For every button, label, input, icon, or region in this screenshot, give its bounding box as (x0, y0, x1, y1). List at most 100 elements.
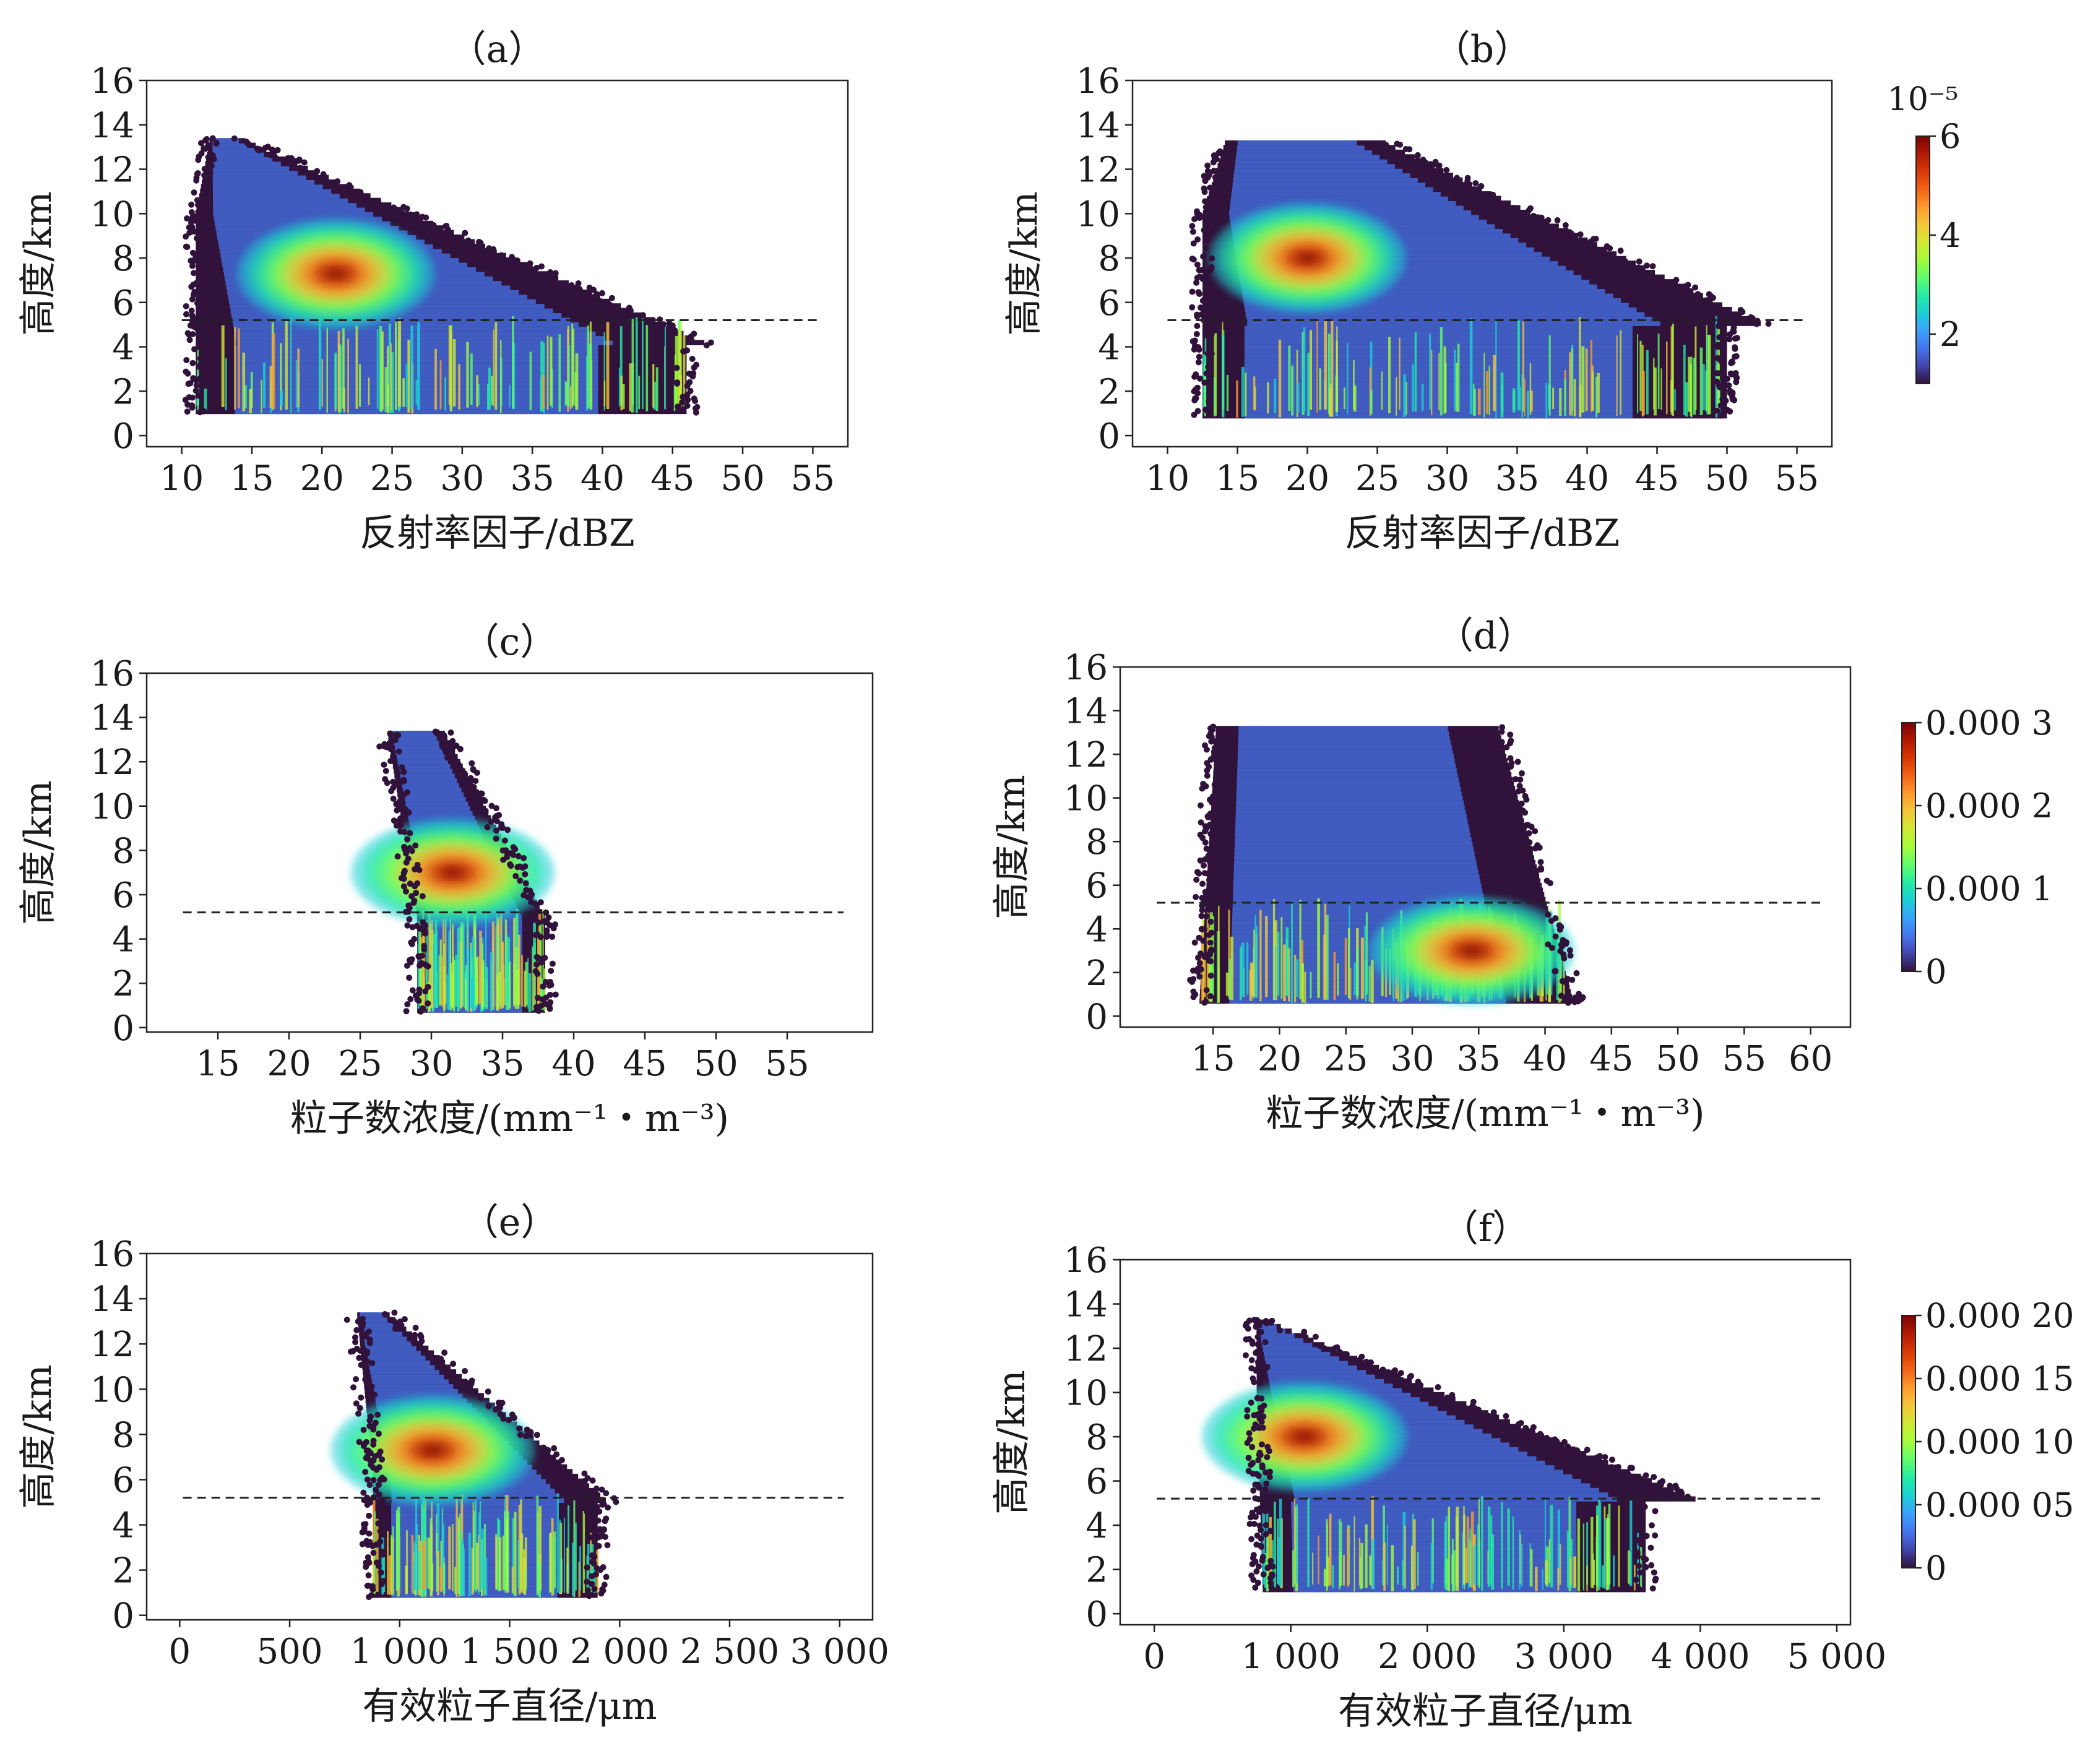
data-point (553, 1451, 560, 1458)
data-point (1252, 1481, 1259, 1488)
data-point (409, 987, 416, 994)
x-tick-label: 55 (1722, 1039, 1766, 1079)
data-point (1565, 1443, 1571, 1450)
density-strip-inner (1293, 1568, 1577, 1575)
x-tick-label: 20 (1258, 1039, 1302, 1079)
density-strip-inner (1234, 850, 1475, 856)
y-tick-label: 2 (112, 964, 134, 1004)
x-axis-label: 有效粒子直径/μm (1338, 1690, 1633, 1733)
data-point (449, 738, 456, 744)
colorbar-frame (1915, 136, 1930, 384)
density-strip-inner (397, 759, 448, 765)
data-point (1526, 862, 1533, 869)
data-point (533, 264, 540, 271)
density-strip-inner (213, 202, 356, 208)
data-point (1196, 934, 1202, 941)
data-point (366, 1328, 373, 1335)
density-strip-inner (368, 1359, 430, 1366)
density-strip-inner (1231, 191, 1441, 197)
data-point (1193, 395, 1199, 402)
data-point (398, 1322, 405, 1328)
data-point (1643, 262, 1650, 269)
data-point (1214, 781, 1221, 788)
data-point (1208, 738, 1215, 745)
data-point (1461, 1403, 1467, 1410)
data-point (1561, 1439, 1568, 1445)
data-point (370, 1549, 377, 1556)
data-point (392, 731, 399, 738)
data-point (401, 828, 408, 835)
data-point (1685, 282, 1691, 288)
density-strip-inner (212, 138, 239, 144)
data-point (454, 1374, 460, 1381)
density-strip-inner (235, 353, 598, 359)
data-point (1545, 911, 1552, 918)
data-point (542, 978, 549, 985)
density-strip-inner (1292, 1555, 1577, 1561)
density-core-a (238, 218, 434, 329)
data-point (1592, 235, 1599, 242)
plot-area-c (351, 728, 559, 1015)
data-point (1635, 1512, 1642, 1519)
x-tick-label: 45 (623, 1044, 667, 1084)
data-point (400, 777, 407, 783)
data-point (1414, 153, 1421, 160)
data-point (1263, 1480, 1270, 1487)
data-point (1415, 1379, 1422, 1385)
scatter-points-c (376, 728, 559, 1015)
density-strip-inner (1231, 934, 1493, 939)
data-point (1407, 1372, 1414, 1379)
data-point (454, 764, 460, 771)
density-strip-inner (1238, 744, 1452, 750)
data-point (1215, 851, 1222, 858)
data-point (1207, 939, 1214, 946)
data-point (1651, 1474, 1657, 1481)
data-point (499, 824, 506, 831)
data-point (1625, 1471, 1632, 1478)
data-point (375, 1481, 382, 1488)
data-point (395, 748, 402, 755)
data-point (1675, 1489, 1681, 1496)
data-point (532, 901, 539, 908)
data-point (288, 155, 295, 161)
data-point (1206, 951, 1213, 958)
data-point (548, 1456, 555, 1463)
data-point (1525, 871, 1532, 877)
data-point (412, 1325, 419, 1332)
data-point (1735, 312, 1742, 319)
data-point (1615, 1464, 1621, 1471)
data-point (1648, 1562, 1655, 1568)
data-point (391, 1309, 398, 1316)
data-point (366, 1482, 373, 1489)
colorbar-tick-label: 0.000 10 (1925, 1422, 2074, 1461)
data-point (1264, 1364, 1271, 1370)
data-point (1259, 1359, 1266, 1366)
data-point (488, 818, 494, 825)
data-point (1246, 1317, 1253, 1324)
density-strip-inner (212, 188, 332, 194)
data-point (1248, 1572, 1255, 1579)
data-point (1189, 288, 1196, 295)
data-point (515, 853, 522, 859)
data-point (1733, 374, 1740, 381)
data-point (1602, 1453, 1608, 1460)
density-strip-inner (234, 326, 587, 332)
data-point (496, 812, 503, 819)
density-strip-inner (212, 152, 264, 157)
density-strip-inner (1235, 823, 1469, 828)
data-point (368, 1383, 375, 1390)
data-point (404, 922, 411, 929)
data-point (441, 732, 447, 739)
data-point (1638, 1476, 1644, 1482)
data-point (1216, 752, 1223, 759)
data-point (1213, 768, 1220, 775)
data-point (1262, 1486, 1269, 1493)
data-point (1194, 322, 1201, 329)
data-point (1263, 1521, 1269, 1528)
data-point (581, 1478, 588, 1484)
data-point (390, 795, 397, 802)
scatter-points-d (1187, 723, 1586, 1006)
data-point (196, 332, 202, 339)
data-point (1200, 897, 1207, 903)
data-point (387, 746, 394, 752)
